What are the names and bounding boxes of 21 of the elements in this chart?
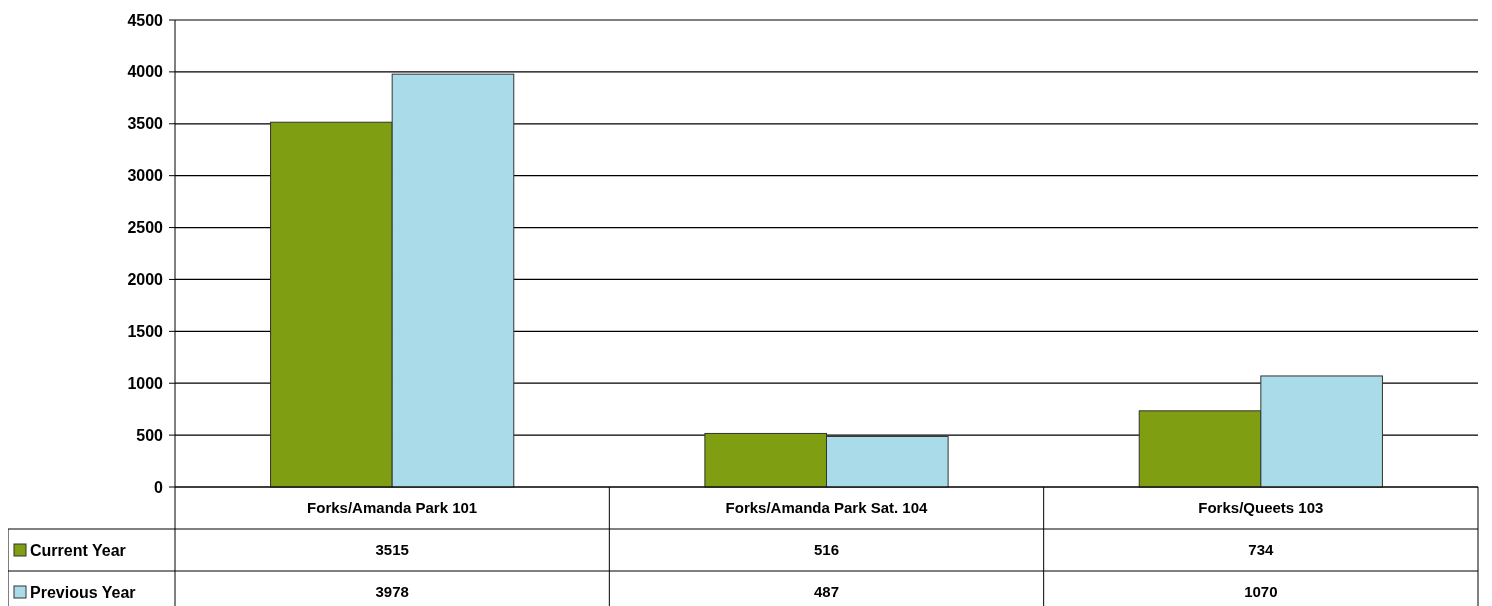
y-tick-label: 0 (154, 478, 164, 496)
y-tick-label: 2500 (127, 219, 164, 237)
data-label: 516 (813, 541, 840, 559)
y-tick-label: 4500 (127, 11, 164, 29)
data-label: 3515 (375, 541, 409, 559)
data-label: 734 (1248, 541, 1274, 559)
y-tick-label: 1500 (127, 322, 164, 340)
x-tick-label: Forks/Amanda Park Sat. 104 (725, 499, 929, 517)
data-label: 3978 (375, 583, 409, 601)
y-tick-label: 1000 (127, 374, 164, 392)
data-label: 1070 (1244, 583, 1278, 601)
x-tick-label: Forks/Amanda Park 101 (307, 499, 478, 517)
y-tick-label: 3500 (127, 115, 164, 133)
x-tick-label: Forks/Queets 103 (1198, 499, 1324, 517)
y-tick-label: 2000 (127, 271, 164, 289)
y-tick-label: 500 (136, 426, 164, 444)
y-tick-label: 3000 (127, 167, 164, 185)
legend-label: Previous Year (30, 583, 136, 601)
data-label: 487 (813, 583, 840, 601)
y-tick-label: 4000 (127, 63, 164, 81)
legend-label: Current Year (30, 541, 126, 559)
